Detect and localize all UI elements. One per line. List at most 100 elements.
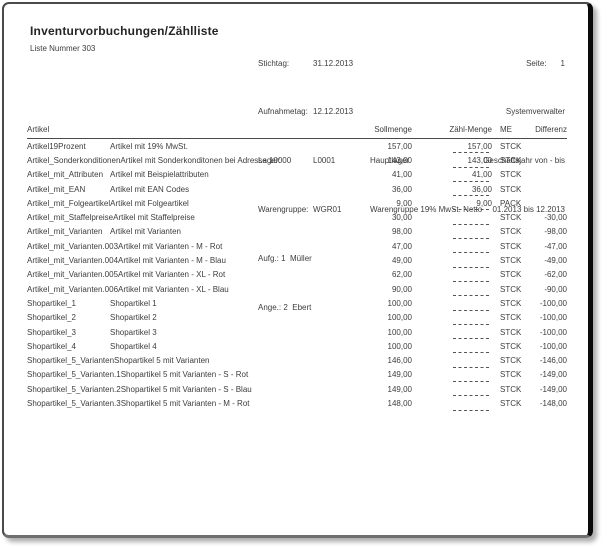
zaehlmenge-value: 9,00	[476, 198, 492, 208]
col-header-differenz: Differenz	[522, 120, 567, 139]
article-description: Artikel mit 19% MwSt.	[110, 141, 188, 151]
count-entry-line	[453, 395, 491, 397]
inventory-table: Artikel Sollmenge Zähl-Menge ME Differen…	[27, 120, 567, 411]
differenz-value	[522, 139, 567, 154]
stichtag-value: 31.12.2013	[313, 58, 354, 68]
differenz-value: -100,00	[539, 313, 567, 323]
article-id: Artikel19Prozent	[27, 141, 86, 151]
article-id: Artikel_mit_Attributen	[27, 170, 104, 180]
article-id: Artikel_mit_Varianten.004	[27, 256, 119, 266]
article-id: Shopartikel_5_Varianten.1	[27, 370, 121, 380]
sollmenge-value: 100,00	[387, 327, 412, 337]
article-id: Shopartikel_2	[27, 313, 76, 323]
count-entry-line	[453, 338, 491, 340]
unit-value: STCK	[500, 384, 522, 394]
page-number-line: Seite: 1	[380, 56, 565, 72]
col-header-zaehlmenge: Zähl-Menge	[412, 120, 492, 139]
col-header-sollmenge: Sollmenge	[318, 120, 412, 139]
table-row: Artikel_mit_Varianten.004Artikel mit Var…	[27, 253, 567, 268]
table-header-row: Artikel Sollmenge Zähl-Menge ME Differen…	[27, 120, 567, 139]
unit-value: STCK	[500, 313, 522, 323]
differenz-value	[522, 196, 567, 210]
sollmenge-value: 62,00	[391, 270, 412, 280]
sollmenge-value: 148,00	[387, 398, 412, 408]
unit-value: STCK	[500, 327, 522, 337]
article-id: Artikel_mit_Varianten.003	[27, 241, 119, 251]
differenz-value: -149,00	[539, 370, 567, 380]
unit-value: STCK	[500, 184, 522, 194]
differenz-value: -30,00	[544, 213, 567, 223]
col-header-me: ME	[492, 120, 522, 139]
fiscal-year-range: 01.2013 bis 12.2013	[492, 205, 565, 215]
article-description: Artikel mit Varianten - XL - Rot	[118, 270, 226, 280]
article-id: Shopartikel_5_Varianten	[27, 356, 115, 366]
aufnahmetag-label: Aufnahmetag:	[258, 107, 308, 117]
unit-value: STCK	[500, 241, 522, 251]
sollmenge-value: 98,00	[391, 227, 412, 237]
stichtag-label: Stichtag:	[258, 58, 290, 68]
sollmenge-value: 143,00	[387, 155, 412, 165]
lager-name: Hauptlager	[370, 156, 410, 166]
sollmenge-value: 149,00	[387, 370, 412, 380]
article-id: Artikel_mit_Folgeartikel	[27, 198, 111, 208]
article-description: Shopartikel 5 mit Varianten - S - Rot	[120, 370, 249, 380]
count-entry-line	[453, 309, 491, 311]
differenz-value	[522, 182, 567, 196]
warengruppe-label: Warengruppe:	[258, 205, 309, 215]
sollmenge-value: 9,00	[396, 198, 412, 208]
differenz-value: -148,00	[539, 398, 567, 408]
differenz-value: -98,00	[544, 227, 567, 237]
sollmenge-value: 146,00	[387, 356, 412, 366]
article-id: Artikel_mit_Staffelpreise	[27, 213, 114, 223]
differenz-value: -90,00	[544, 284, 567, 294]
article-description: Artikel mit Beispielattributen	[110, 170, 209, 180]
warengruppe-code: WGR01	[313, 205, 342, 215]
lager-line: Lager: L0001 Hauptlager	[258, 153, 482, 169]
count-entry-line	[453, 409, 491, 411]
article-id: Artikel_mit_Varianten	[27, 227, 103, 237]
table-row: Artikel_mit_EAN Artikel mit EAN Codes 36,…	[27, 182, 567, 197]
table-row: Artikel_SonderkonditionenArtikel mit Son…	[27, 153, 567, 168]
sollmenge-value: 36,00	[391, 184, 412, 194]
article-id: Artikel_Sonderkonditionen	[27, 155, 121, 165]
article-id: Shopartikel_3	[27, 327, 76, 337]
count-entry-line	[453, 166, 491, 168]
article-description: Artikel mit Varianten - XL - Blau	[118, 284, 229, 294]
article-id: Artikel_mit_Varianten.006	[27, 284, 119, 294]
aufnahmetag-line: Aufnahmetag: 12.12.2013	[258, 104, 482, 120]
page-title: Inventurvorbuchungen/Zählliste	[30, 24, 219, 38]
table-row: Artikel_mit_Attributen Artikel mit Beispi…	[27, 168, 567, 182]
zaehlmenge-value: 36,00	[471, 184, 492, 194]
count-entry-line	[453, 323, 491, 325]
table-row: Artikel_mit_Varianten.003Artikel mit Var…	[27, 239, 567, 254]
aufnahmetag-value: 12.12.2013	[313, 107, 354, 117]
article-id: Shopartikel_5_Varianten.3	[27, 398, 121, 408]
article-description: Shopartikel 4	[110, 341, 157, 351]
stichtag-line: Stichtag: 31.12.2013	[258, 56, 482, 72]
report-info: Stichtag: 31.12.2013 Aufnahmetag: 12.12.…	[258, 23, 482, 349]
table-row: Artikel_mit_Varianten Artikel mit Variant…	[27, 225, 567, 240]
sollmenge-value: 47,00	[391, 241, 412, 251]
table-row: Artikel_mit_Varianten.006Artikel mit Var…	[27, 282, 567, 297]
sollmenge-value: 100,00	[387, 313, 412, 323]
unit-value: STCK	[500, 155, 522, 165]
table-row: Shopartikel_3 Shopartikel 3 100,00 STCK -…	[27, 325, 567, 340]
table-row: Shopartikel_5_Varianten.3Shopartikel 5 m…	[27, 396, 567, 411]
count-entry-line	[453, 252, 491, 254]
article-id: Shopartikel_4	[27, 341, 76, 351]
sollmenge-value: 90,00	[391, 284, 412, 294]
count-entry-line	[453, 209, 491, 211]
article-id: Artikel_mit_Varianten.005	[27, 270, 119, 280]
unit-value: PACK	[500, 198, 522, 208]
table-body: Artikel19Prozent Artikel mit 19% MwSt. 15…	[27, 139, 567, 411]
table-row: Shopartikel_2 Shopartikel 2 100,00 STCK -…	[27, 311, 567, 325]
seite-label: Seite:	[526, 58, 547, 68]
count-entry-line	[453, 238, 491, 240]
fiscal-year-label: Geschäftsjahr von - bis	[483, 156, 565, 166]
sollmenge-value: 100,00	[387, 341, 412, 351]
article-description: Artikel mit EAN Codes	[110, 184, 190, 194]
lager-code: L0001	[313, 156, 336, 166]
differenz-value: -49,00	[544, 256, 567, 266]
zaehlmenge-value: 41,00	[471, 170, 492, 180]
